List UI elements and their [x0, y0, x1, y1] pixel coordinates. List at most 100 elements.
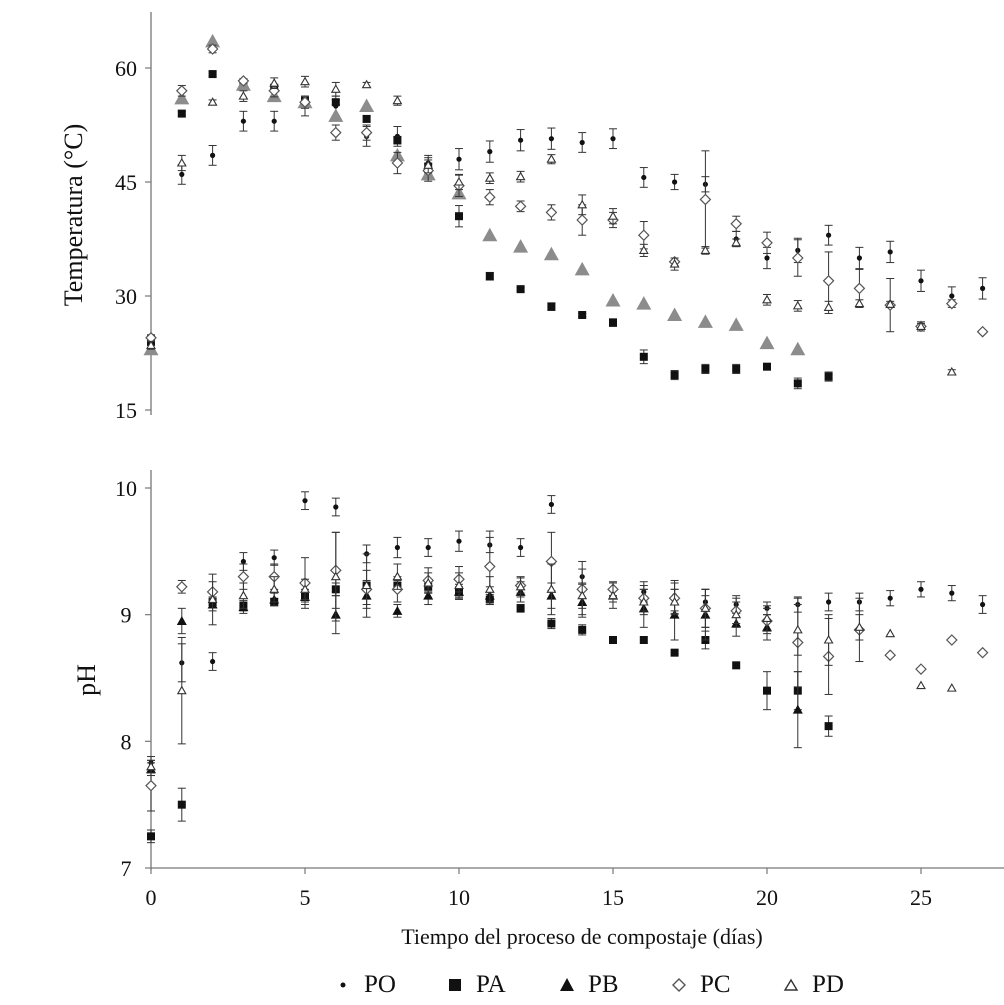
pa-marker [763, 686, 771, 695]
pd-marker [515, 171, 526, 181]
legend-item-pb: PB [554, 971, 666, 999]
po-marker [271, 118, 277, 124]
legend-item-pa: PA [442, 971, 554, 999]
pd-marker [885, 299, 896, 308]
po-marker [210, 152, 216, 158]
pa-marker [547, 302, 556, 311]
ph-y-axis-label: pH [72, 664, 101, 696]
pd-marker [638, 245, 649, 254]
pd-marker [762, 613, 772, 623]
pa-marker [208, 70, 217, 79]
po-marker [456, 538, 462, 544]
pa-marker [701, 364, 710, 373]
pc-marker [699, 193, 712, 206]
po-marker [949, 590, 955, 596]
po-marker [856, 255, 863, 261]
pd-marker [423, 160, 434, 169]
po-marker [764, 255, 770, 261]
po-marker [548, 136, 555, 142]
pa-marker [732, 364, 741, 373]
pd-marker [946, 366, 957, 376]
pd-marker [454, 580, 464, 590]
pc-marker [145, 779, 157, 792]
po-marker [240, 558, 246, 565]
pd-marker [731, 237, 742, 247]
pd-marker [330, 84, 341, 93]
pd-marker [361, 79, 372, 89]
pd-marker [392, 571, 403, 581]
temperature-y-tick-label: 45 [115, 170, 137, 195]
pa-marker [578, 311, 587, 319]
po-marker [980, 601, 986, 608]
pc-marker [945, 634, 958, 646]
po-marker [456, 156, 462, 162]
pd-marker [176, 157, 187, 167]
pa-marker [578, 625, 587, 634]
pa-marker [763, 362, 771, 371]
temperature-y-tick-label: 30 [115, 284, 137, 309]
pc-marker [175, 84, 188, 97]
pd-marker [792, 300, 803, 310]
pd-marker [546, 154, 557, 163]
pd-marker [608, 211, 618, 220]
pc-marker [730, 217, 743, 230]
pc-marker [822, 274, 835, 287]
pa-marker [516, 285, 525, 294]
legend-label-pa: PA [476, 971, 506, 998]
pa-marker [331, 98, 340, 107]
x-axis-label: Tiempo del proceso de compostaje (días) [401, 924, 763, 949]
pb-marker [359, 98, 375, 112]
po-marker [579, 139, 585, 146]
pb-marker [605, 293, 621, 307]
pd-marker [669, 258, 680, 268]
pb-marker [543, 246, 559, 261]
temperature-y-tick-label: 15 [115, 398, 137, 423]
po-marker [610, 136, 616, 142]
po-marker [302, 498, 308, 504]
pa-marker [485, 272, 494, 281]
po-marker [887, 595, 893, 601]
pa-marker [793, 379, 802, 388]
pd-marker [146, 340, 156, 349]
pc-marker [175, 580, 188, 593]
pb-marker [697, 314, 713, 328]
pd-marker [546, 584, 557, 593]
legend-marker-pd [783, 978, 799, 991]
pa-marker [147, 832, 155, 841]
pd-marker [454, 176, 464, 186]
pa-marker [732, 661, 741, 670]
pc-marker [915, 663, 927, 675]
x-tick-label: 5 [300, 885, 311, 910]
legend-item-po: PO [330, 971, 442, 999]
pd-marker [854, 622, 865, 631]
pd-marker [700, 245, 711, 254]
legend-marker-pc [672, 978, 686, 992]
pc-marker [576, 214, 589, 226]
po-marker [918, 586, 924, 592]
pd-marker [731, 609, 742, 619]
ph-series-pa [147, 579, 833, 844]
po-marker [518, 137, 524, 143]
pd-marker [916, 680, 926, 690]
temperature-series-po [147, 95, 987, 349]
pb-marker [205, 33, 221, 48]
legend: PO PA PB PC PD [330, 968, 890, 1002]
ph-series-pd [146, 531, 957, 774]
pc-marker [299, 96, 311, 109]
x-tick-label: 10 [448, 885, 470, 910]
po-marker [394, 544, 400, 551]
pd-marker [762, 294, 772, 304]
pb-marker [174, 90, 190, 105]
pd-marker [700, 603, 711, 612]
temperature-y-axis-label: Temperatura (°C) [59, 124, 88, 307]
pa-marker [639, 352, 648, 361]
pd-marker [300, 76, 310, 86]
pc-marker [483, 560, 496, 573]
legend-marker-pb [560, 978, 574, 991]
legend-marker-po [340, 982, 346, 988]
x-tick-label: 25 [910, 885, 932, 910]
pd-marker [238, 91, 249, 100]
pd-marker [608, 590, 618, 600]
pd-marker [207, 594, 218, 604]
pa-marker [393, 136, 402, 145]
